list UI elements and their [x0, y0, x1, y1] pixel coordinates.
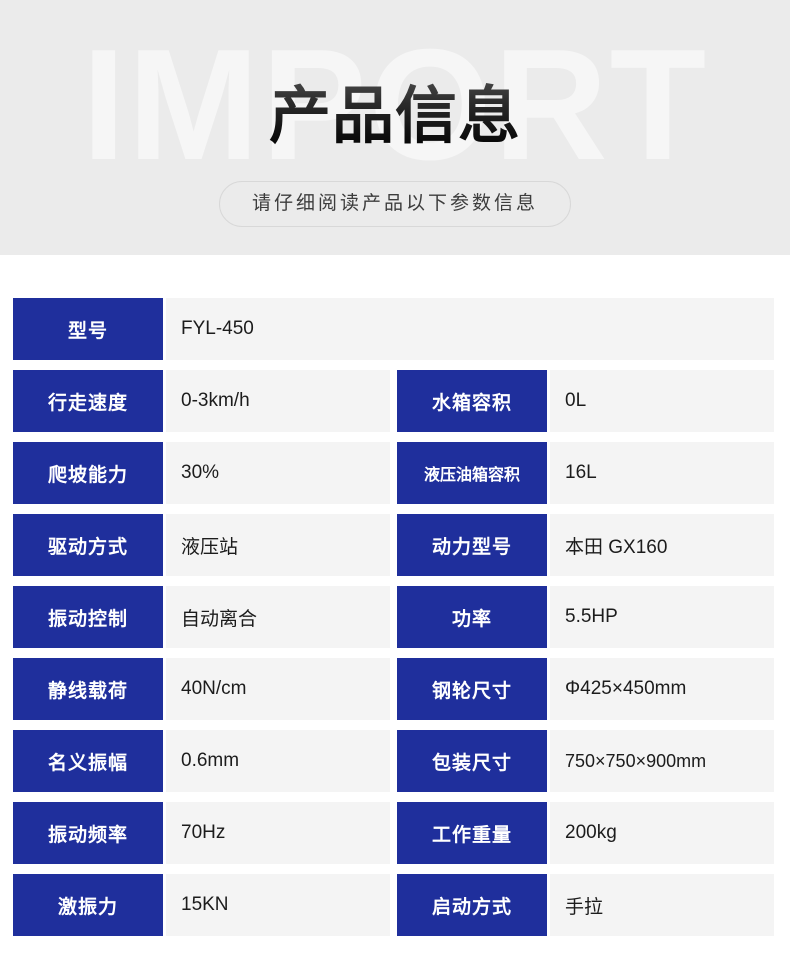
table-row: 激振力 15KN 启动方式 手拉: [0, 874, 790, 936]
spec-label: 包装尺寸: [397, 730, 547, 792]
spec-label: 启动方式: [397, 874, 547, 936]
table-row: 振动频率 70Hz 工作重量 200kg: [0, 802, 790, 864]
spec-pair-left: 激振力 15KN: [13, 874, 390, 936]
spec-value: 0L: [550, 370, 774, 432]
subtitle-pill: 请仔细阅读产品以下参数信息: [218, 181, 571, 227]
spec-label: 静线载荷: [13, 658, 163, 720]
spec-pair-left: 静线载荷 40N/cm: [13, 658, 390, 720]
spec-label: 爬坡能力: [13, 442, 163, 504]
spec-pair-right: 启动方式 手拉: [397, 874, 774, 936]
spec-label: 水箱容积: [397, 370, 547, 432]
spec-value: 5.5HP: [550, 586, 774, 648]
spec-value: 750×750×900mm: [550, 730, 774, 792]
spec-pair-left: 振动控制 自动离合: [13, 586, 390, 648]
spec-label: 行走速度: [13, 370, 163, 432]
page-title: 产品信息: [0, 78, 790, 156]
spec-pair-right: 包装尺寸 750×750×900mm: [397, 730, 774, 792]
table-row: 振动控制 自动离合 功率 5.5HP: [0, 586, 790, 648]
spec-pair-right: 工作重量 200kg: [397, 802, 774, 864]
spec-label: 型号: [13, 298, 163, 360]
spec-value: Φ425×450mm: [550, 658, 774, 720]
table-row: 名义振幅 0.6mm 包装尺寸 750×750×900mm: [0, 730, 790, 792]
spec-value: 15KN: [166, 874, 390, 936]
table-row: 型号 FYL-450: [0, 298, 790, 360]
spec-pair-left: 振动频率 70Hz: [13, 802, 390, 864]
spec-value: 16L: [550, 442, 774, 504]
spec-pair-right: 水箱容积 0L: [397, 370, 774, 432]
table-row: 驱动方式 液压站 动力型号 本田 GX160: [0, 514, 790, 576]
spec-label: 液压油箱容积: [397, 442, 547, 504]
spec-pair-right: 动力型号 本田 GX160: [397, 514, 774, 576]
spec-pair-left: 爬坡能力 30%: [13, 442, 390, 504]
spec-label: 驱动方式: [13, 514, 163, 576]
spec-label: 振动频率: [13, 802, 163, 864]
spec-label: 工作重量: [397, 802, 547, 864]
spec-label: 振动控制: [13, 586, 163, 648]
spec-pair-right: 功率 5.5HP: [397, 586, 774, 648]
spec-label: 名义振幅: [13, 730, 163, 792]
spec-value: 0-3km/h: [166, 370, 390, 432]
spec-pair-left: 型号 FYL-450: [13, 298, 774, 360]
spec-label: 功率: [397, 586, 547, 648]
table-row: 行走速度 0-3km/h 水箱容积 0L: [0, 370, 790, 432]
watermark-text: IMPORT: [0, 26, 790, 184]
spec-value: 0.6mm: [166, 730, 390, 792]
spec-label: 激振力: [13, 874, 163, 936]
spec-table: 型号 FYL-450 行走速度 0-3km/h 水箱容积 0L 爬坡能力 30% 液压油箱容积 1…: [0, 255, 790, 936]
spec-value: 40N/cm: [166, 658, 390, 720]
spec-pair-left: 驱动方式 液压站: [13, 514, 390, 576]
spec-label: 钢轮尺寸: [397, 658, 547, 720]
spec-value: 70Hz: [166, 802, 390, 864]
spec-pair-left: 名义振幅 0.6mm: [13, 730, 390, 792]
spec-pair-right: 液压油箱容积 16L: [397, 442, 774, 504]
spec-label: 动力型号: [397, 514, 547, 576]
spec-value: 自动离合: [166, 586, 390, 648]
spec-pair-left: 行走速度 0-3km/h: [13, 370, 390, 432]
spec-value: 手拉: [550, 874, 774, 936]
spec-pair-right: 钢轮尺寸 Φ425×450mm: [397, 658, 774, 720]
spec-value: 液压站: [166, 514, 390, 576]
spec-value: 200kg: [550, 802, 774, 864]
spec-value: FYL-450: [166, 298, 774, 360]
table-row: 爬坡能力 30% 液压油箱容积 16L: [0, 442, 790, 504]
spec-value: 30%: [166, 442, 390, 504]
subtitle-container: 请仔细阅读产品以下参数信息: [0, 181, 790, 227]
table-row: 静线载荷 40N/cm 钢轮尺寸 Φ425×450mm: [0, 658, 790, 720]
page-banner: IMPORT 产品信息 请仔细阅读产品以下参数信息: [0, 0, 790, 255]
spec-value: 本田 GX160: [550, 514, 774, 576]
